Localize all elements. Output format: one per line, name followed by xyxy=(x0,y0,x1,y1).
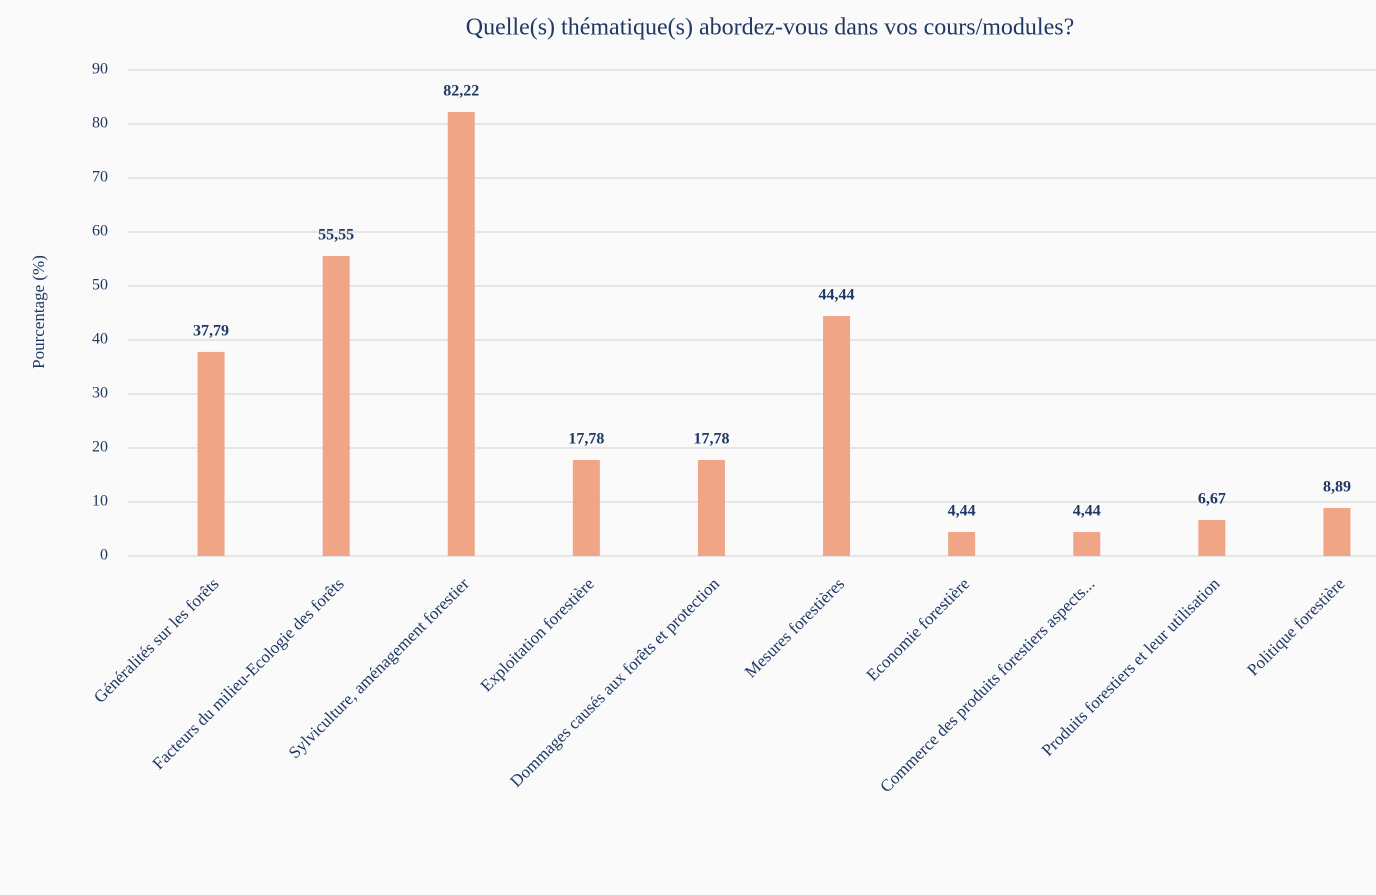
y-tick-label: 30 xyxy=(92,385,108,402)
chart: Quelle(s) thématique(s) abordez-vous dan… xyxy=(0,0,1376,895)
value-label: 6,67 xyxy=(1198,491,1226,508)
y-tick-label: 60 xyxy=(92,223,108,240)
y-tick-label: 90 xyxy=(92,61,108,78)
y-tick-label: 70 xyxy=(92,169,108,186)
bar xyxy=(1073,532,1100,556)
value-label: 44,44 xyxy=(819,287,855,304)
y-tick-label: 10 xyxy=(92,493,108,510)
value-label: 4,44 xyxy=(948,503,976,520)
value-label: 8,89 xyxy=(1323,479,1351,496)
value-label: 55,55 xyxy=(318,227,354,244)
y-tick-label: 80 xyxy=(92,115,108,132)
bar xyxy=(323,256,350,556)
value-label: 17,78 xyxy=(568,431,604,448)
value-label: 37,79 xyxy=(193,323,229,340)
bar xyxy=(573,460,600,556)
chart-title: Quelle(s) thématique(s) abordez-vous dan… xyxy=(466,15,1075,41)
value-label: 17,78 xyxy=(693,431,729,448)
y-tick-label: 20 xyxy=(92,439,108,456)
bar xyxy=(448,112,475,556)
y-tick-label: 40 xyxy=(92,331,108,348)
y-tick-label: 0 xyxy=(100,547,108,564)
bar xyxy=(698,460,725,556)
bar xyxy=(198,352,225,556)
bar xyxy=(1323,508,1350,556)
value-label: 82,22 xyxy=(443,83,479,100)
bar xyxy=(948,532,975,556)
y-tick-label: 50 xyxy=(92,277,108,294)
bar xyxy=(823,316,850,556)
value-label: 4,44 xyxy=(1073,503,1101,520)
y-axis-title: Pourcentage (%) xyxy=(29,255,48,369)
bar xyxy=(1198,520,1225,556)
